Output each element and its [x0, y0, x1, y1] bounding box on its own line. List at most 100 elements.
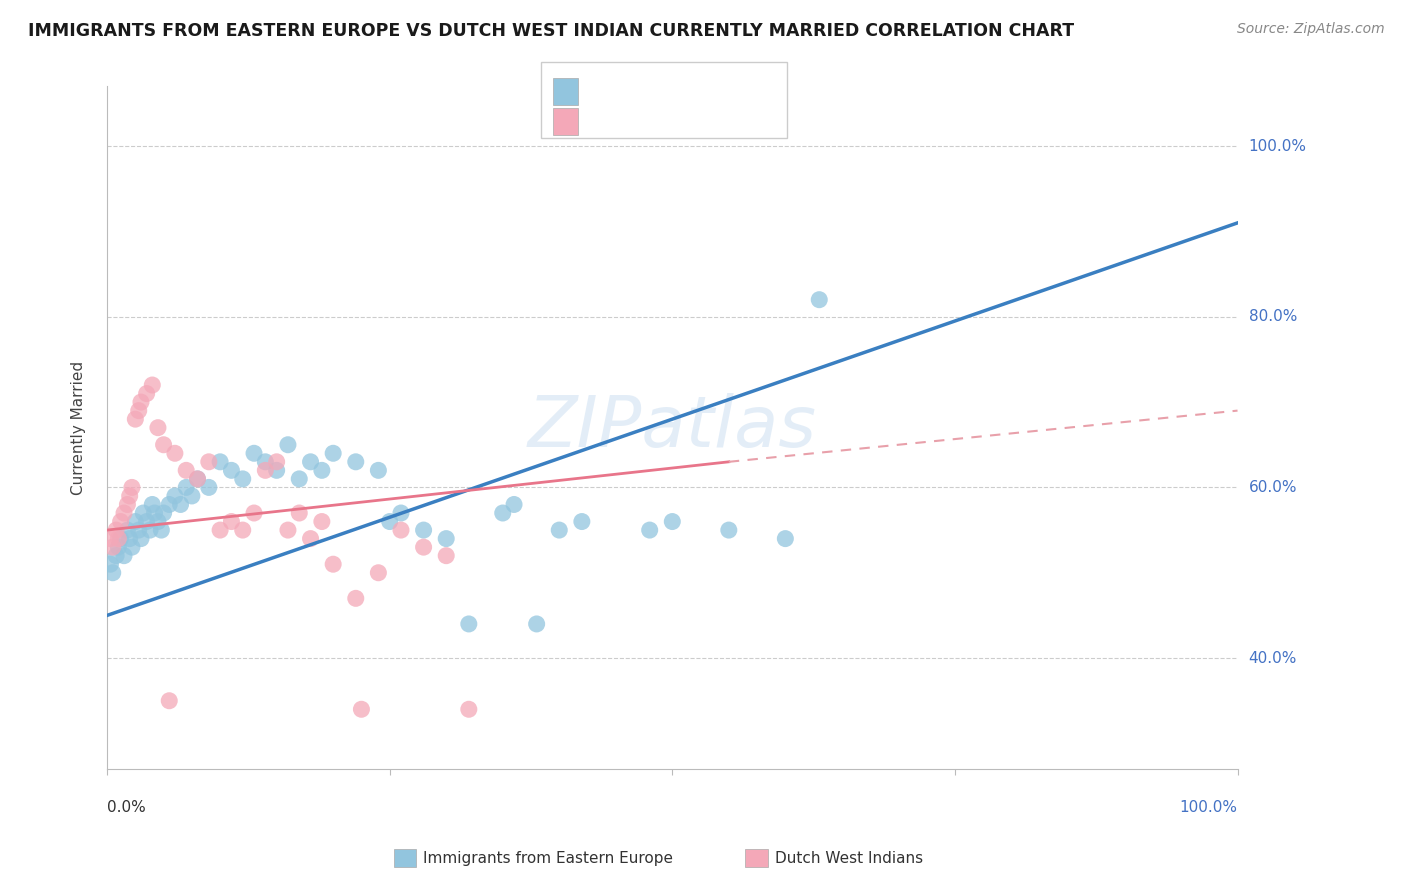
Point: [141, 498, 163, 512]
Point: [243, 446, 266, 460]
Point: [180, 489, 202, 503]
Point: [146, 420, 169, 434]
Point: [717, 523, 740, 537]
Point: [132, 506, 155, 520]
Point: [117, 523, 139, 537]
Text: 80.0%: 80.0%: [1249, 310, 1296, 325]
Point: [112, 549, 135, 563]
Text: ZIPatlas: ZIPatlas: [527, 393, 817, 462]
Point: [101, 566, 124, 580]
Point: [163, 446, 186, 460]
Point: [503, 498, 526, 512]
Point: [152, 506, 174, 520]
Point: [571, 515, 593, 529]
Point: [344, 455, 367, 469]
Point: [209, 455, 232, 469]
Point: [118, 489, 141, 503]
Point: [110, 532, 132, 546]
Point: [118, 532, 141, 546]
Point: [198, 455, 221, 469]
Point: [100, 558, 122, 572]
Point: [457, 616, 479, 631]
Point: [141, 378, 163, 392]
Point: [174, 463, 197, 477]
Point: [105, 549, 128, 563]
Point: [107, 540, 129, 554]
Point: [367, 566, 389, 580]
Point: [457, 702, 479, 716]
Text: 100.0%: 100.0%: [1180, 799, 1237, 814]
Point: [232, 472, 254, 486]
Point: [254, 463, 277, 477]
Point: [105, 523, 128, 537]
Point: [434, 549, 457, 563]
Point: [221, 515, 243, 529]
Text: 40.0%: 40.0%: [1249, 650, 1296, 665]
Text: 0.0%: 0.0%: [107, 799, 146, 814]
Point: [157, 498, 180, 512]
Point: [221, 463, 243, 477]
Point: [322, 558, 344, 572]
Point: [100, 532, 122, 546]
Text: R = 0.335   N = 39: R = 0.335 N = 39: [589, 111, 759, 128]
Point: [129, 395, 152, 409]
Point: [232, 523, 254, 537]
Point: [775, 532, 797, 546]
Point: [638, 523, 661, 537]
Point: [124, 412, 146, 426]
Point: [129, 532, 152, 546]
Point: [277, 523, 299, 537]
Point: [322, 446, 344, 460]
Text: 60.0%: 60.0%: [1249, 480, 1298, 495]
Point: [266, 455, 288, 469]
Text: Dutch West Indians: Dutch West Indians: [775, 851, 922, 865]
Text: IMMIGRANTS FROM EASTERN EUROPE VS DUTCH WEST INDIAN CURRENTLY MARRIED CORRELATIO: IMMIGRANTS FROM EASTERN EUROPE VS DUTCH …: [28, 22, 1074, 40]
Point: [143, 506, 166, 520]
Point: [288, 506, 311, 520]
Point: [661, 515, 683, 529]
Point: [139, 523, 162, 537]
Point: [299, 532, 322, 546]
Point: [243, 506, 266, 520]
Point: [492, 506, 515, 520]
Text: 100.0%: 100.0%: [1249, 138, 1306, 153]
Point: [434, 532, 457, 546]
Point: [121, 480, 143, 494]
Point: [367, 463, 389, 477]
Point: [117, 498, 139, 512]
Point: [350, 702, 373, 716]
Point: [288, 472, 311, 486]
Point: [174, 480, 197, 494]
Point: [124, 515, 146, 529]
Point: [344, 591, 367, 606]
Point: [112, 506, 135, 520]
Point: [526, 616, 548, 631]
Point: [186, 472, 208, 486]
Point: [186, 472, 208, 486]
Point: [209, 523, 232, 537]
Point: [169, 498, 191, 512]
Point: [311, 463, 333, 477]
Point: [121, 540, 143, 554]
Point: [266, 463, 288, 477]
Text: R = 0.593   N = 55: R = 0.593 N = 55: [589, 80, 759, 98]
Point: [128, 403, 150, 417]
Point: [135, 386, 157, 401]
Point: [311, 515, 333, 529]
Point: [152, 438, 174, 452]
Point: [110, 515, 132, 529]
Point: [150, 523, 173, 537]
Point: [299, 455, 322, 469]
Point: [808, 293, 831, 307]
Point: [254, 455, 277, 469]
Point: [128, 523, 150, 537]
Text: Source: ZipAtlas.com: Source: ZipAtlas.com: [1237, 22, 1385, 37]
Point: [389, 506, 412, 520]
Point: [107, 532, 129, 546]
Y-axis label: Currently Married: Currently Married: [72, 360, 86, 495]
Point: [277, 438, 299, 452]
Point: [163, 489, 186, 503]
Point: [157, 694, 180, 708]
Point: [412, 523, 434, 537]
Point: [135, 515, 157, 529]
